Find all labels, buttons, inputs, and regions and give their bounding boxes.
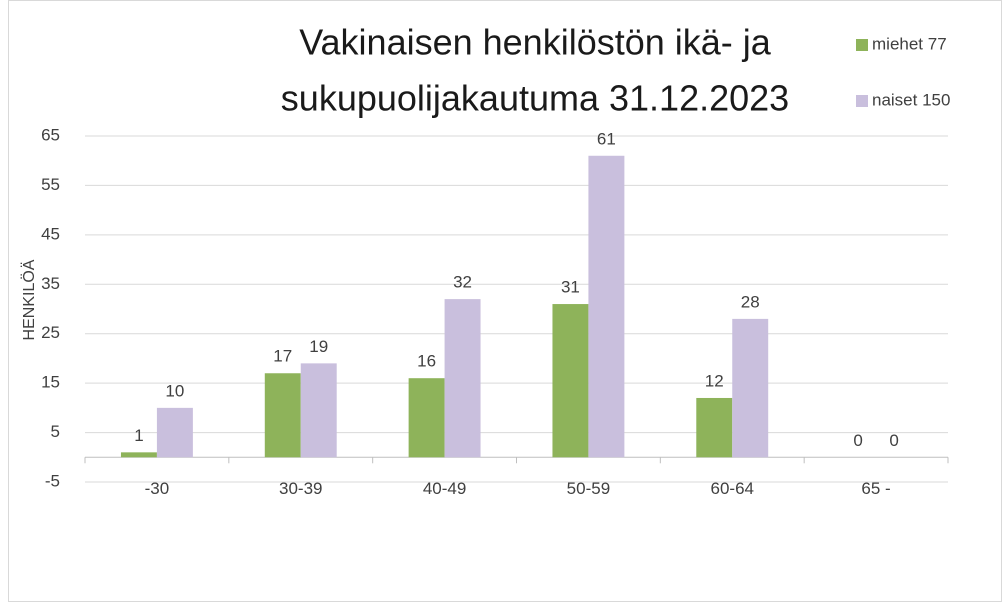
bar [732,318,769,458]
data-label: 1 [134,426,143,445]
legend-label: miehet 77 [872,34,947,53]
data-label: 0 [853,431,862,450]
bar [156,407,193,458]
x-tick-label: 40-49 [423,479,466,498]
y-tick-label: 35 [41,274,60,293]
y-tick-label: 25 [41,323,60,342]
chart-frame [8,0,1002,602]
bar [264,373,301,458]
bar [120,452,157,458]
data-label: 0 [889,431,898,450]
bar [444,299,481,458]
chart-title: sukupuolijakautuma 31.12.2023 [281,78,789,119]
bar [696,397,733,458]
legend-swatch [856,95,868,107]
chart-title: Vakinaisen henkilöstön ikä- ja [299,22,772,63]
data-label: 32 [453,273,472,292]
legend-swatch [856,39,868,51]
bar [552,304,589,458]
y-tick-label: 15 [41,373,60,392]
bar [300,363,337,458]
x-tick-label: 65 - [861,479,890,498]
y-tick-label: -5 [45,471,60,490]
data-label: 61 [597,129,616,148]
x-tick-label: 60-64 [711,479,754,498]
data-label: 16 [417,352,436,371]
y-tick-label: 5 [51,422,60,441]
x-tick-label: 50-59 [567,479,610,498]
data-label: 19 [309,337,328,356]
bar [588,155,625,458]
data-label: 31 [561,278,580,297]
y-axis-label: HENKILÖÄ [20,259,38,340]
y-tick-label: 65 [41,125,60,144]
legend-label: naiset 150 [872,90,950,109]
y-tick-label: 55 [41,175,60,194]
x-tick-label: 30-39 [279,479,322,498]
y-tick-label: 45 [41,224,60,243]
bar [408,378,445,458]
data-label: 10 [165,381,184,400]
data-label: 12 [705,371,724,390]
data-label: 17 [273,347,292,366]
x-tick-label: -30 [145,479,170,498]
data-label: 28 [741,292,760,311]
